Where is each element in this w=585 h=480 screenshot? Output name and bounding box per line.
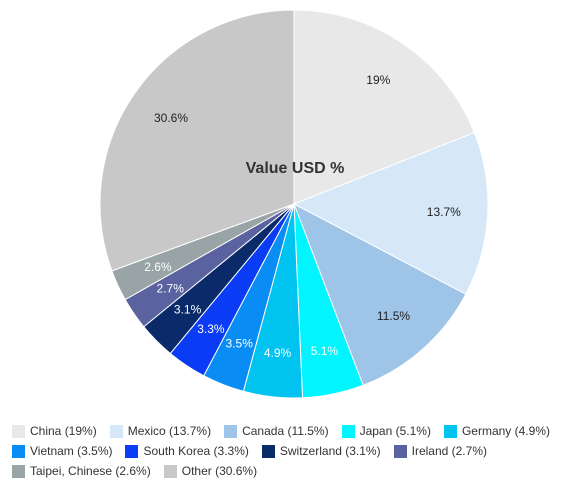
pie-slice-mexico [292, 131, 489, 295]
legend-swatch [12, 444, 25, 458]
legend-item: Mexico (13.7%) [109, 424, 212, 438]
legend-label: Ireland (2.7%) [411, 444, 487, 458]
legend-swatch [393, 444, 407, 458]
chart-title: Value USD % [246, 160, 345, 177]
legend-item: South Korea (3.3%) [125, 444, 249, 458]
legend-label: Vietnam (3.5%) [30, 444, 113, 458]
legend-item: Ireland (2.7%) [393, 444, 487, 458]
legend-swatch [163, 464, 177, 478]
legend-item: Germany (4.9%) [443, 424, 550, 438]
legend-item: Other (30.6%) [163, 464, 258, 478]
legend-item: Switzerland (3.1%) [261, 444, 381, 458]
legend-item: Japan (5.1%) [341, 424, 431, 438]
legend-label: Other (30.6%) [181, 464, 258, 478]
slice-value-label: 5.1% [311, 344, 339, 358]
slice-value-label: 13.7% [427, 205, 461, 219]
pie-slice-other [99, 9, 295, 272]
chart-legend: China (19%) Mexico (13.7%) Canada (11.5%) J… [12, 424, 582, 478]
legend-swatch [261, 444, 275, 458]
legend-swatch [12, 424, 25, 438]
slice-value-label: 11.5% [377, 309, 410, 323]
legend-swatch [109, 424, 123, 438]
legend-label: Taipei, Chinese (2.6%) [30, 464, 151, 478]
legend-item: Taipei, Chinese (2.6%) [12, 464, 151, 478]
slice-value-label: 2.7% [157, 282, 185, 296]
pie-slice-labels: 19% 13.7% 11.5% 5.1% 4.9% 3.5%3.3% 3.1% 2.7% 2.6… [144, 73, 461, 360]
legend-swatch [443, 424, 457, 438]
legend-swatch [125, 444, 139, 458]
legend-swatch [224, 424, 238, 438]
legend-swatch [12, 464, 25, 478]
pie-slice-canada [293, 202, 467, 386]
legend-label: Canada (11.5%) [242, 424, 329, 438]
slice-value-label: 3.3% [197, 322, 225, 336]
legend-label: South Korea (3.3%) [143, 444, 249, 458]
slice-value-label: 30.6% [154, 111, 188, 125]
slice-value-label: 4.9% [264, 346, 292, 360]
legend-item: Vietnam (3.5%) [12, 444, 112, 458]
pie-slices [99, 9, 489, 399]
legend-label: China (19%) [30, 424, 97, 438]
legend-label: Japan (5.1%) [359, 424, 431, 438]
legend-swatch [341, 424, 355, 438]
pie-chart: 19% 13.7% 11.5% 5.1% 4.9% 3.5%3.3% 3.1% 2.7% 2.6… [99, 9, 489, 399]
slice-value-label: 3.1% [174, 303, 202, 317]
pie-slice-china [293, 9, 476, 205]
slice-value-label: 19% [366, 73, 390, 87]
legend-label: Mexico (13.7%) [127, 424, 212, 438]
legend-label: Switzerland (3.1%) [279, 444, 381, 458]
slice-value-label: 3.5% [226, 337, 254, 351]
slice-value-label: 2.6% [144, 260, 172, 274]
legend-item: China (19%) [12, 424, 97, 438]
legend-label: Germany (4.9%) [461, 424, 550, 438]
legend-item: Canada (11.5%) [224, 424, 329, 438]
